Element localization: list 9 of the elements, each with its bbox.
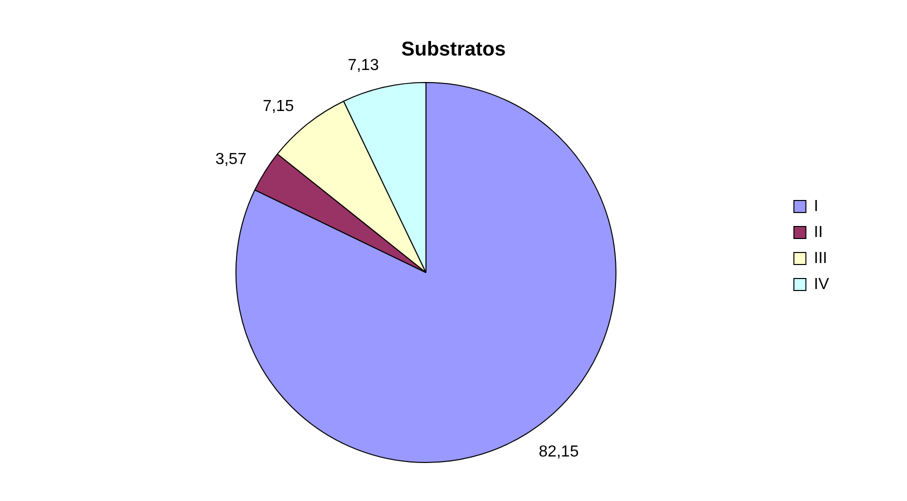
data-label: 3,57 [215,151,247,168]
legend-label: II [814,224,823,241]
legend-label: III [814,250,828,267]
data-label: 82,15 [538,443,579,460]
data-label: 7,13 [348,57,379,74]
chart-title: Substratos [401,38,506,61]
legend-label: I [814,198,818,215]
legend-label: IV [814,276,830,293]
data-label: 7,15 [262,98,294,116]
